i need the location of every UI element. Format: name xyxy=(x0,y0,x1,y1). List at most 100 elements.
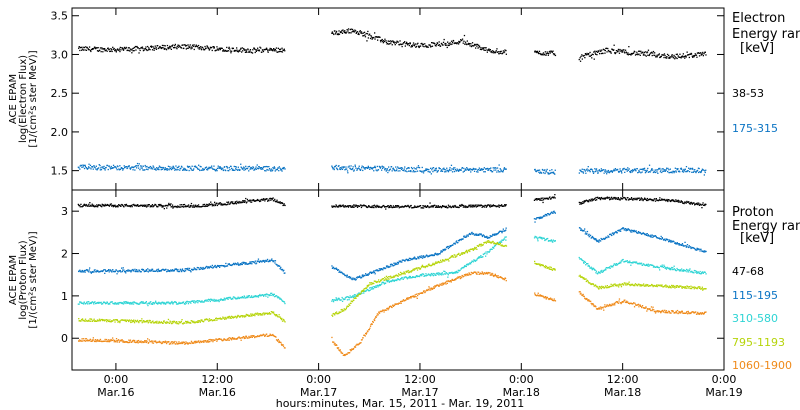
data-point xyxy=(661,237,663,239)
data-point xyxy=(261,51,263,53)
data-point xyxy=(96,50,99,52)
data-point xyxy=(116,270,119,272)
data-point xyxy=(469,168,471,170)
data-point xyxy=(419,45,422,47)
data-point xyxy=(627,54,629,56)
data-point xyxy=(444,44,447,46)
data-point xyxy=(248,315,250,317)
data-point xyxy=(214,319,216,322)
data-point xyxy=(186,322,188,324)
data-point xyxy=(374,167,377,169)
data-point xyxy=(177,169,179,171)
data-point xyxy=(199,206,201,208)
data-point xyxy=(195,301,197,303)
data-point xyxy=(626,168,628,171)
data-point xyxy=(641,197,643,200)
data-point xyxy=(125,270,127,272)
data-point xyxy=(132,268,134,271)
data-point xyxy=(476,45,478,47)
data-point xyxy=(151,49,154,51)
data-point xyxy=(447,171,450,173)
data-point xyxy=(118,168,120,170)
data-point xyxy=(234,316,236,318)
data-point xyxy=(158,301,160,303)
data-point xyxy=(470,168,473,171)
data-point xyxy=(495,50,497,52)
data-point xyxy=(231,298,233,300)
data-point xyxy=(656,237,658,239)
data-point xyxy=(341,300,344,302)
data-point xyxy=(268,198,271,200)
data-point xyxy=(254,51,256,54)
data-point xyxy=(122,48,124,51)
data-point xyxy=(222,49,225,51)
data-point xyxy=(437,205,440,207)
data-point xyxy=(124,320,126,322)
data-point xyxy=(579,169,581,171)
data-point xyxy=(361,276,363,279)
data-point xyxy=(86,269,89,271)
data-point xyxy=(352,295,354,297)
data-point xyxy=(173,320,175,322)
data-point xyxy=(430,167,432,169)
data-point xyxy=(581,54,583,56)
data-point xyxy=(390,42,392,44)
data-point xyxy=(589,234,592,236)
data-point xyxy=(630,169,632,172)
data-point xyxy=(175,47,177,49)
data-point xyxy=(121,319,123,321)
data-point xyxy=(603,169,605,171)
data-point xyxy=(397,166,399,168)
data-point xyxy=(86,168,89,170)
data-point xyxy=(224,265,226,267)
data-point xyxy=(189,301,191,303)
data-point xyxy=(270,170,272,172)
data-point xyxy=(227,203,229,206)
data-point xyxy=(215,266,218,269)
data-point xyxy=(118,204,120,206)
data-point xyxy=(410,170,412,173)
data-point xyxy=(468,43,470,45)
data-point xyxy=(475,233,477,235)
data-point xyxy=(169,270,171,273)
data-point xyxy=(658,53,660,55)
data-point xyxy=(589,171,591,173)
data-point xyxy=(90,50,92,53)
data-point xyxy=(172,206,175,208)
data-point xyxy=(147,304,149,307)
data-point xyxy=(606,267,608,269)
data-point xyxy=(610,170,612,172)
data-point xyxy=(583,200,585,202)
data-point xyxy=(279,265,281,267)
data-point xyxy=(158,270,160,272)
data-point xyxy=(273,50,275,52)
data-point xyxy=(365,287,367,289)
data-point xyxy=(585,264,587,266)
data-point xyxy=(438,167,440,169)
data-point xyxy=(455,272,457,274)
data-point xyxy=(109,269,111,271)
data-point xyxy=(547,172,549,174)
y-tick-label: 0 xyxy=(61,332,68,345)
data-point xyxy=(149,301,151,303)
data-point xyxy=(362,32,365,34)
data-point xyxy=(675,57,677,59)
data-point xyxy=(449,205,451,207)
data-point xyxy=(543,169,545,172)
data-point xyxy=(255,49,257,51)
data-point xyxy=(98,164,100,166)
data-point xyxy=(385,267,387,269)
data-point xyxy=(271,197,273,200)
data-point xyxy=(174,268,176,270)
data-point xyxy=(392,205,395,207)
data-point xyxy=(394,279,396,281)
data-point xyxy=(205,300,207,302)
data-point xyxy=(699,250,701,252)
data-point xyxy=(635,197,637,199)
data-point xyxy=(247,166,249,168)
data-point xyxy=(104,272,106,274)
data-point xyxy=(280,51,282,53)
data-point xyxy=(700,53,703,55)
data-point xyxy=(431,205,433,207)
data-point xyxy=(446,167,448,169)
